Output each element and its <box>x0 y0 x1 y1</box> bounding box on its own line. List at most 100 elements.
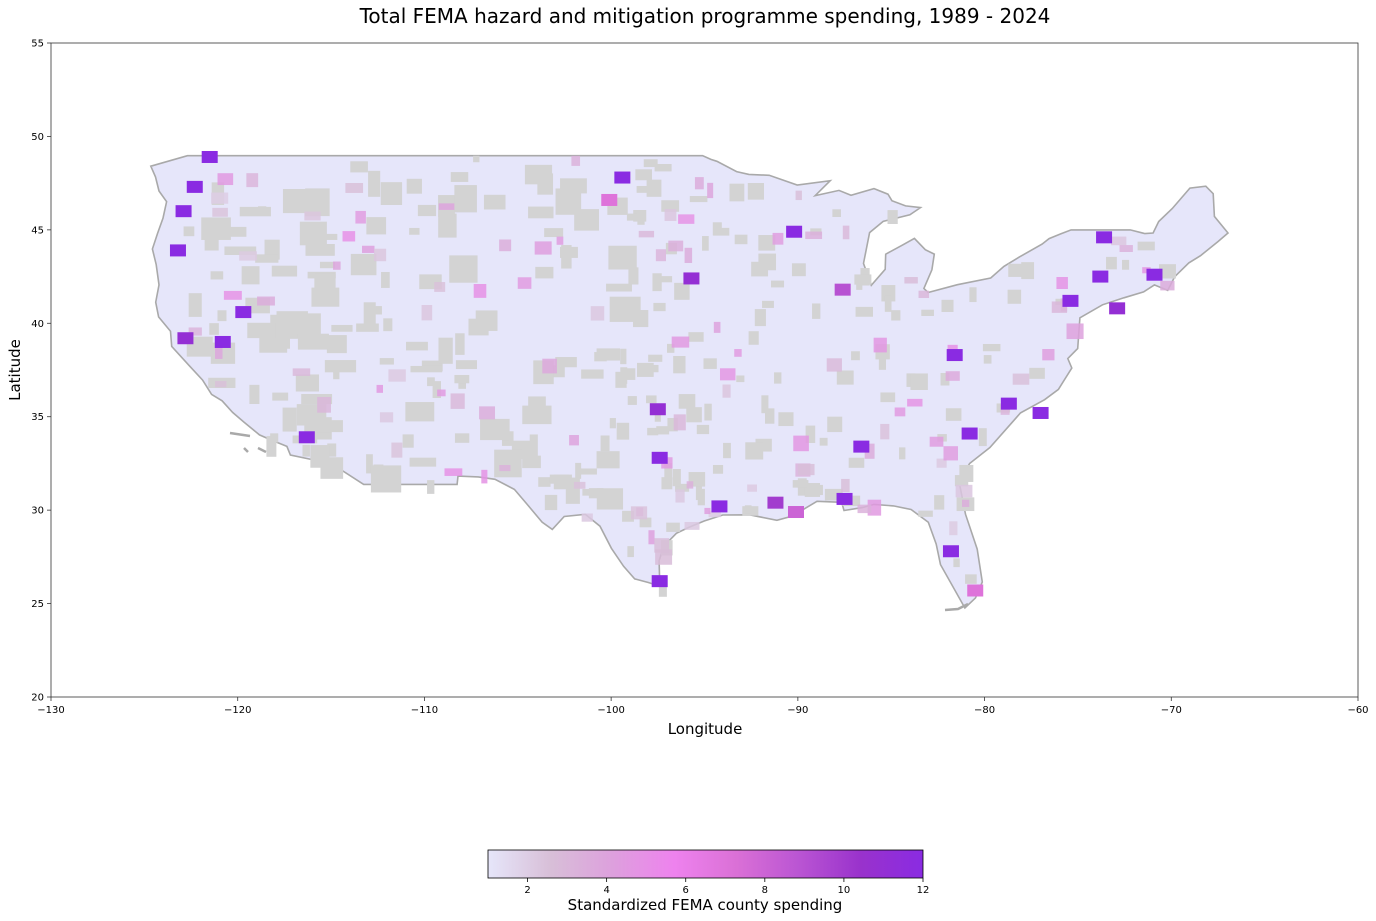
no-data-county <box>305 243 335 256</box>
no-data-county <box>427 377 435 387</box>
no-data-county <box>754 309 766 327</box>
low-spending-county <box>333 261 341 270</box>
low-spending-county <box>1066 323 1084 340</box>
no-data-county <box>805 425 816 443</box>
low-spending-county <box>734 349 742 357</box>
low-spending-county <box>1051 301 1068 313</box>
low-spending-county <box>694 177 704 190</box>
no-data-county <box>327 443 337 457</box>
no-data-county <box>941 299 954 313</box>
no-data-county <box>636 362 654 377</box>
county-patch <box>961 427 978 440</box>
no-data-county <box>622 510 634 522</box>
no-data-county <box>1007 289 1022 304</box>
no-data-county <box>855 306 874 317</box>
no-data-county <box>406 178 422 194</box>
no-data-county <box>494 449 522 478</box>
county-patch <box>651 575 668 588</box>
low-spending-county <box>499 239 512 252</box>
low-spending-county <box>678 214 695 224</box>
no-data-county <box>934 495 945 510</box>
no-data-county <box>183 226 195 237</box>
low-spending-county <box>857 504 872 514</box>
no-data-county <box>736 375 745 383</box>
low-spending-county <box>376 384 384 393</box>
low-spending-county <box>437 389 446 397</box>
low-spending-county <box>1160 280 1175 291</box>
x-tick-label: −70 <box>1161 705 1182 716</box>
no-data-county <box>606 283 632 292</box>
no-data-county <box>427 480 435 494</box>
no-data-county <box>480 418 510 441</box>
no-data-county <box>637 212 645 225</box>
low-spending-county <box>1042 349 1055 361</box>
no-data-county <box>455 360 477 370</box>
low-spending-county <box>793 435 809 452</box>
no-data-county <box>880 392 896 403</box>
y-axis-label: Latitude <box>6 339 24 401</box>
no-data-county <box>350 161 368 173</box>
low-spending-county <box>450 393 465 409</box>
low-spending-county <box>217 173 234 186</box>
y-tick-label: 35 <box>31 412 44 423</box>
no-data-county <box>673 356 686 374</box>
no-data-county <box>454 185 477 213</box>
no-data-county <box>836 370 854 385</box>
low-spending-county <box>569 435 579 446</box>
no-data-county <box>574 209 600 231</box>
low-spending-county <box>873 337 887 353</box>
no-data-county <box>628 267 639 285</box>
no-data-county <box>1021 262 1035 280</box>
no-data-county <box>747 182 765 200</box>
no-data-county <box>249 384 260 405</box>
colorbar-tick-label: 8 <box>762 885 768 896</box>
no-data-county <box>751 261 769 277</box>
low-spending-county <box>1000 404 1010 415</box>
no-data-county <box>648 354 663 362</box>
no-data-county <box>688 332 704 342</box>
county-patch <box>787 506 804 519</box>
low-spending-county <box>668 240 684 252</box>
y-tick-label: 25 <box>31 599 44 610</box>
no-data-county <box>851 351 860 361</box>
county-patch <box>767 496 784 509</box>
no-data-county <box>899 447 906 460</box>
low-spending-county <box>438 203 455 210</box>
no-data-county <box>982 343 1001 352</box>
low-spending-county <box>686 481 694 489</box>
no-data-county <box>454 433 470 443</box>
no-data-county <box>884 295 892 312</box>
county-patch <box>649 403 666 416</box>
no-data-county <box>313 233 338 240</box>
no-data-county <box>675 483 690 492</box>
no-data-county <box>217 310 227 322</box>
no-data-county <box>188 293 202 317</box>
map-layer <box>149 150 1230 612</box>
no-data-county <box>319 261 336 269</box>
low-spending-county <box>747 484 757 492</box>
no-data-county <box>301 393 333 405</box>
low-spending-county <box>444 468 463 476</box>
low-spending-county <box>880 423 890 440</box>
x-tick-label: −130 <box>37 705 64 716</box>
no-data-county <box>239 206 271 217</box>
no-data-county <box>653 302 666 312</box>
county-patch <box>1092 270 1109 283</box>
no-data-county <box>723 442 731 459</box>
no-data-county <box>689 196 708 203</box>
no-data-county <box>594 352 607 362</box>
no-data-county <box>729 183 745 202</box>
no-data-county <box>667 417 678 432</box>
no-data-county <box>627 396 637 405</box>
no-data-county <box>255 254 279 263</box>
no-data-county <box>209 323 219 335</box>
low-spending-county <box>805 231 823 240</box>
no-data-county <box>616 422 630 440</box>
low-spending-county <box>473 284 487 298</box>
low-spending-county <box>388 369 406 382</box>
no-data-county <box>764 408 775 424</box>
low-spending-county <box>379 412 394 423</box>
county-patch <box>175 205 192 218</box>
no-data-county <box>744 505 752 514</box>
no-data-county <box>827 416 843 433</box>
